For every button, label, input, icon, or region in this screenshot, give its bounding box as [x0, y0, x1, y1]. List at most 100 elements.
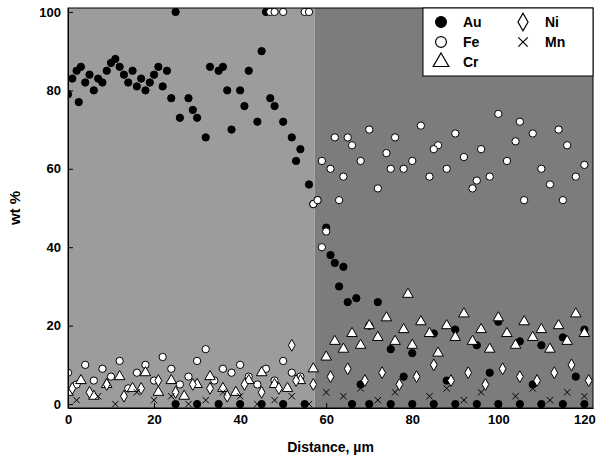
point [219, 365, 226, 372]
point [538, 342, 545, 349]
point [76, 374, 87, 383]
point [473, 177, 480, 184]
point [409, 400, 416, 407]
point [477, 146, 484, 153]
point [314, 197, 321, 204]
point [236, 361, 243, 368]
tick-label: 60 [47, 161, 61, 176]
tick-label: 40 [233, 412, 247, 427]
point [409, 401, 415, 407]
point [353, 295, 360, 302]
point [424, 327, 435, 336]
point [77, 63, 84, 70]
point [516, 400, 523, 407]
point [499, 363, 506, 375]
point [288, 369, 295, 376]
point [207, 383, 214, 395]
point [116, 63, 123, 70]
point [189, 106, 196, 113]
point [335, 283, 342, 290]
axis-line [69, 408, 594, 409]
legend-marker [433, 53, 449, 67]
point [224, 87, 231, 94]
point [73, 397, 79, 403]
point [231, 386, 242, 395]
point [310, 379, 317, 391]
point [364, 320, 375, 329]
tick: 120 [574, 403, 596, 427]
point [258, 400, 265, 407]
legend-marker [436, 37, 447, 48]
point [362, 375, 369, 387]
point [503, 157, 510, 164]
point [176, 381, 183, 388]
point [142, 87, 149, 94]
frame [68, 8, 593, 408]
point [465, 367, 472, 379]
point [193, 400, 200, 407]
point [202, 134, 209, 141]
tick: 60 [47, 161, 73, 176]
series-mn [73, 385, 587, 407]
point [581, 393, 587, 399]
point [327, 165, 334, 172]
point [409, 157, 416, 164]
point [340, 263, 347, 270]
point [306, 401, 312, 407]
tick-mark [154, 403, 155, 408]
point [166, 374, 177, 383]
tick-mark [326, 403, 327, 408]
tick-label: 60 [319, 412, 333, 427]
point [516, 118, 523, 125]
tick-mark [68, 326, 73, 327]
point [256, 367, 267, 376]
point [282, 382, 293, 391]
point [373, 331, 384, 340]
point [581, 400, 588, 407]
tick-mark [412, 403, 413, 408]
point [236, 87, 243, 94]
point [520, 197, 527, 204]
point [366, 400, 373, 407]
point [280, 8, 287, 15]
point [69, 75, 76, 82]
point [433, 347, 444, 356]
point [381, 312, 392, 321]
legend-label: Ni [545, 14, 559, 30]
tick: 80 [406, 403, 420, 427]
point [228, 126, 235, 133]
point [168, 95, 175, 102]
tick-mark [68, 404, 73, 405]
tick-mark [68, 90, 73, 91]
point [271, 397, 277, 403]
tick: 20 [47, 318, 73, 333]
point [344, 363, 351, 375]
point [280, 357, 287, 364]
point [140, 367, 151, 376]
point [163, 67, 170, 74]
point [392, 389, 398, 395]
point [271, 8, 278, 15]
point [553, 320, 564, 329]
tick: 20 [147, 403, 161, 427]
point [241, 102, 248, 109]
point [538, 400, 545, 407]
point [512, 138, 519, 145]
point [120, 71, 127, 78]
x-axis: 020406080100120 [65, 403, 596, 427]
y-axis: 020406080100 [39, 5, 73, 412]
point [551, 367, 558, 379]
background-left [68, 8, 315, 408]
point [314, 197, 321, 204]
point [407, 339, 418, 348]
point [340, 393, 346, 399]
point [318, 157, 325, 164]
point [430, 359, 437, 371]
point [206, 63, 213, 70]
point [236, 400, 243, 407]
point [292, 157, 299, 164]
point [241, 379, 248, 391]
point [90, 87, 97, 94]
point [530, 385, 536, 391]
point [82, 79, 89, 86]
